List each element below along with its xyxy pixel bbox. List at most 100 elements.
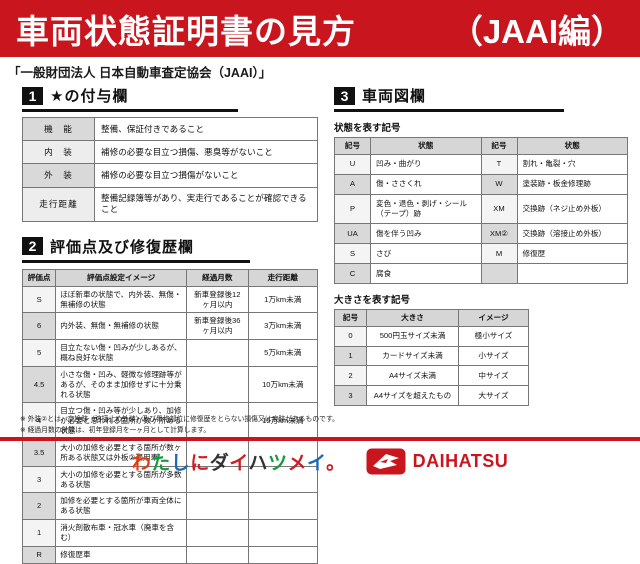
table-row: 1 カードサイズ未満 小サイズ	[334, 345, 529, 367]
table-cell-state2: 割れ・亀裂・穴	[516, 153, 628, 175]
table-cell-desc: 目立たない傷・凹みが少しあるが、概ね良好な状態	[55, 339, 188, 367]
table-cell-desc: ほぼ新車の状態で、内外装、無傷・無補修の状態	[55, 285, 188, 314]
table-cell-desc: 整備記録簿等があり、実走行であることが確認できること	[94, 186, 318, 222]
table-cell-image: 極小サイズ	[458, 325, 529, 347]
table-row: 4.5 小さな傷・凹み、軽微な修理跡等があるが、そのまま加修せずに十分乗れる状態 1…	[21, 365, 318, 404]
section1-title: ★の付与欄	[50, 88, 129, 105]
daihatsu-d-emblem-icon	[366, 448, 406, 474]
table-cell-state1: さび	[370, 243, 482, 265]
table-row: A 傷・ささくれ W 塗装跡・板金修理跡	[334, 173, 628, 195]
table-cell-months	[186, 519, 249, 547]
table-cell-state2	[516, 263, 628, 284]
column-header: 評価点	[21, 268, 57, 287]
table-cell-sym: 1	[334, 345, 367, 367]
table-row: 3 A4サイズを超えたもの 大サイズ	[334, 385, 529, 407]
section3-title: 車両図欄	[362, 88, 427, 105]
table-cell-months	[186, 339, 249, 367]
table-cell-mileage: 10万km未満	[247, 365, 318, 404]
column-header: 評価点設定イメージ	[55, 268, 188, 287]
table-cell-state1: 凹み・曲がり	[370, 153, 482, 175]
header-bar: 車両状態証明書の見方 （JAAI編）	[0, 0, 640, 57]
table-cell-desc: 消火剤散布車・冠水車（廃車を含む）	[55, 519, 188, 547]
table-cell-size: カードサイズ未満	[366, 345, 459, 367]
table-cell-desc: 修復歴車	[55, 545, 188, 564]
table-row: 内 装補修の必要な目立つ損傷、悪臭等がないこと	[22, 140, 318, 165]
table-cell-months	[186, 545, 249, 564]
table-row: 2 A4サイズ未満 中サイズ	[334, 365, 529, 387]
table-cell-desc: 整備、保証付きであること	[94, 116, 318, 142]
table-cell-desc: 小さな傷・凹み、軽微な修理跡等があるが、そのまま加修せずに十分乗れる状態	[55, 365, 188, 404]
table-row: C 腐食	[334, 263, 628, 284]
table-cell-desc: 加修を必要とする箇所が車両全体にある状態	[55, 492, 188, 521]
section2-number-badge: 2	[22, 237, 43, 256]
footer: わたしにダイハツメイ。 DAIHATSU	[0, 444, 640, 478]
table-cell-mileage: 5万km未満	[247, 339, 318, 367]
subtitle: 「一般財団法人 日本自動車査定協会（JAAI）」	[8, 66, 272, 80]
table-cell-label: 外 装	[22, 163, 95, 188]
table-cell-state1: 変色・退色・剥げ・シール（テープ）跡	[370, 193, 482, 225]
table-cell-sym2: XM	[480, 193, 518, 225]
table-cell-score: 4	[21, 402, 57, 441]
table-row: 2 加修を必要とする箇所が車両全体にある状態	[21, 492, 318, 521]
table-cell-sym2: W	[480, 173, 518, 195]
table-cell-label: 内 装	[22, 140, 95, 165]
table-cell-sym2: T	[480, 153, 518, 175]
table-cell-desc: 補修の必要な目立つ損傷、悪臭等がないこと	[94, 140, 318, 165]
footnote-line: ※ 経過月数の計算は、初年登録月を一ヶ月として計算します。	[20, 426, 211, 434]
table-cell-months: 新車登録後36ヶ月以内	[186, 312, 249, 341]
column-header: 大きさ	[366, 308, 459, 327]
table-cell-score: R	[21, 545, 57, 564]
table-row: R 修復歴車	[21, 545, 318, 564]
table-cell-mileage	[247, 519, 318, 547]
table-row: S さび M 修復歴	[334, 243, 628, 265]
table-cell-image: 大サイズ	[458, 385, 529, 407]
table-cell-sym1: S	[334, 243, 371, 265]
column-header: 記号	[334, 308, 367, 327]
table-cell-score: 2	[21, 492, 57, 521]
table-cell-mileage: 15万km未満	[247, 402, 318, 441]
table-cell-sym2: XM②	[480, 223, 518, 245]
table-cell-score: 5	[21, 339, 57, 367]
brand-name: DAIHATSU	[412, 450, 509, 471]
table-cell-score: 6	[21, 312, 57, 341]
table-cell-mileage: 1万km未満	[247, 285, 318, 314]
table-cell-sym1: U	[334, 153, 371, 175]
left-column: 1 ★の付与欄 機 能整備、保証付きであること内 装補修の必要な目立つ損傷、悪臭…	[21, 85, 318, 564]
table-row: 走行距離 整備記録簿等があり、実走行であることが確認できること	[22, 186, 318, 222]
table-cell-state2: 交換跡（溶接止め外板）	[516, 223, 628, 245]
table-cell-sym1: P	[334, 193, 371, 225]
table-cell-sym: 0	[334, 325, 367, 347]
column-header: 経過月数	[186, 268, 249, 287]
table-row: 4 目立つ傷・凹み等が少しあり、加修が必要と思われる箇所が数ヶ所ある状態 15万km…	[21, 402, 318, 441]
table-cell-label: 走行距離	[22, 186, 95, 222]
table-cell-mileage	[247, 492, 318, 521]
section2-title: 評価点及び修復歴欄	[50, 238, 195, 256]
page-title-edition: （JAAI編）	[449, 12, 624, 50]
page-title: 車両状態証明書の見方	[16, 12, 356, 50]
table-cell-sym1: A	[334, 173, 371, 195]
table-cell-state1: 腐食	[370, 263, 482, 284]
table-cell-label: 機 能	[22, 116, 95, 142]
column-header: 状態	[370, 137, 482, 155]
brand-logo: DAIHATSU	[366, 448, 509, 475]
state-symbols-caption: 状態を表す記号	[334, 123, 401, 134]
section3-heading: 3 車両図欄	[334, 85, 564, 112]
table-cell-sym1: C	[334, 263, 371, 284]
table-cell-sym: 2	[334, 365, 367, 387]
table-row: S ほぼ新車の状態で、内外装、無傷・無補修の状態 新車登録後12ヶ月以内 1万km未満	[21, 285, 318, 314]
footnote-line: ※ 外装②とは、交換跡（溶接止め外装）及び骨格部位に修復歴をとらない損傷又は痕跡…	[20, 416, 339, 423]
table-cell-desc: 内外装、無傷・無補修の状態	[55, 312, 188, 341]
section2-heading: 2 評価点及び修復歴欄	[22, 236, 250, 263]
table-row: 0 500円玉サイズ未満 極小サイズ	[334, 325, 529, 347]
table-cell-size: 500円玉サイズ未満	[366, 325, 459, 347]
right-column: 3 車両図欄 状態を表す記号 記号 状態 記号 状態 U 凹み・曲がり T 割れ・亀裂・穴 A…	[334, 85, 628, 407]
table-cell-months	[186, 365, 249, 404]
table-cell-state2: 塗装跡・板金修理跡	[516, 173, 628, 195]
table-cell-state2: 修復歴	[516, 243, 628, 265]
table-row: U 凹み・曲がり T 割れ・亀裂・穴	[334, 153, 628, 175]
column-header: イメージ	[458, 308, 529, 327]
table-cell-mileage	[247, 545, 318, 564]
table-cell-score: 1	[21, 519, 57, 547]
table-row: 6 内外装、無傷・無補修の状態 新車登録後36ヶ月以内 3万km未満	[21, 312, 318, 341]
footnotes: ※ 外装②とは、交換跡（溶接止め外装）及び骨格部位に修復歴をとらない損傷又は痕跡…	[20, 415, 350, 436]
